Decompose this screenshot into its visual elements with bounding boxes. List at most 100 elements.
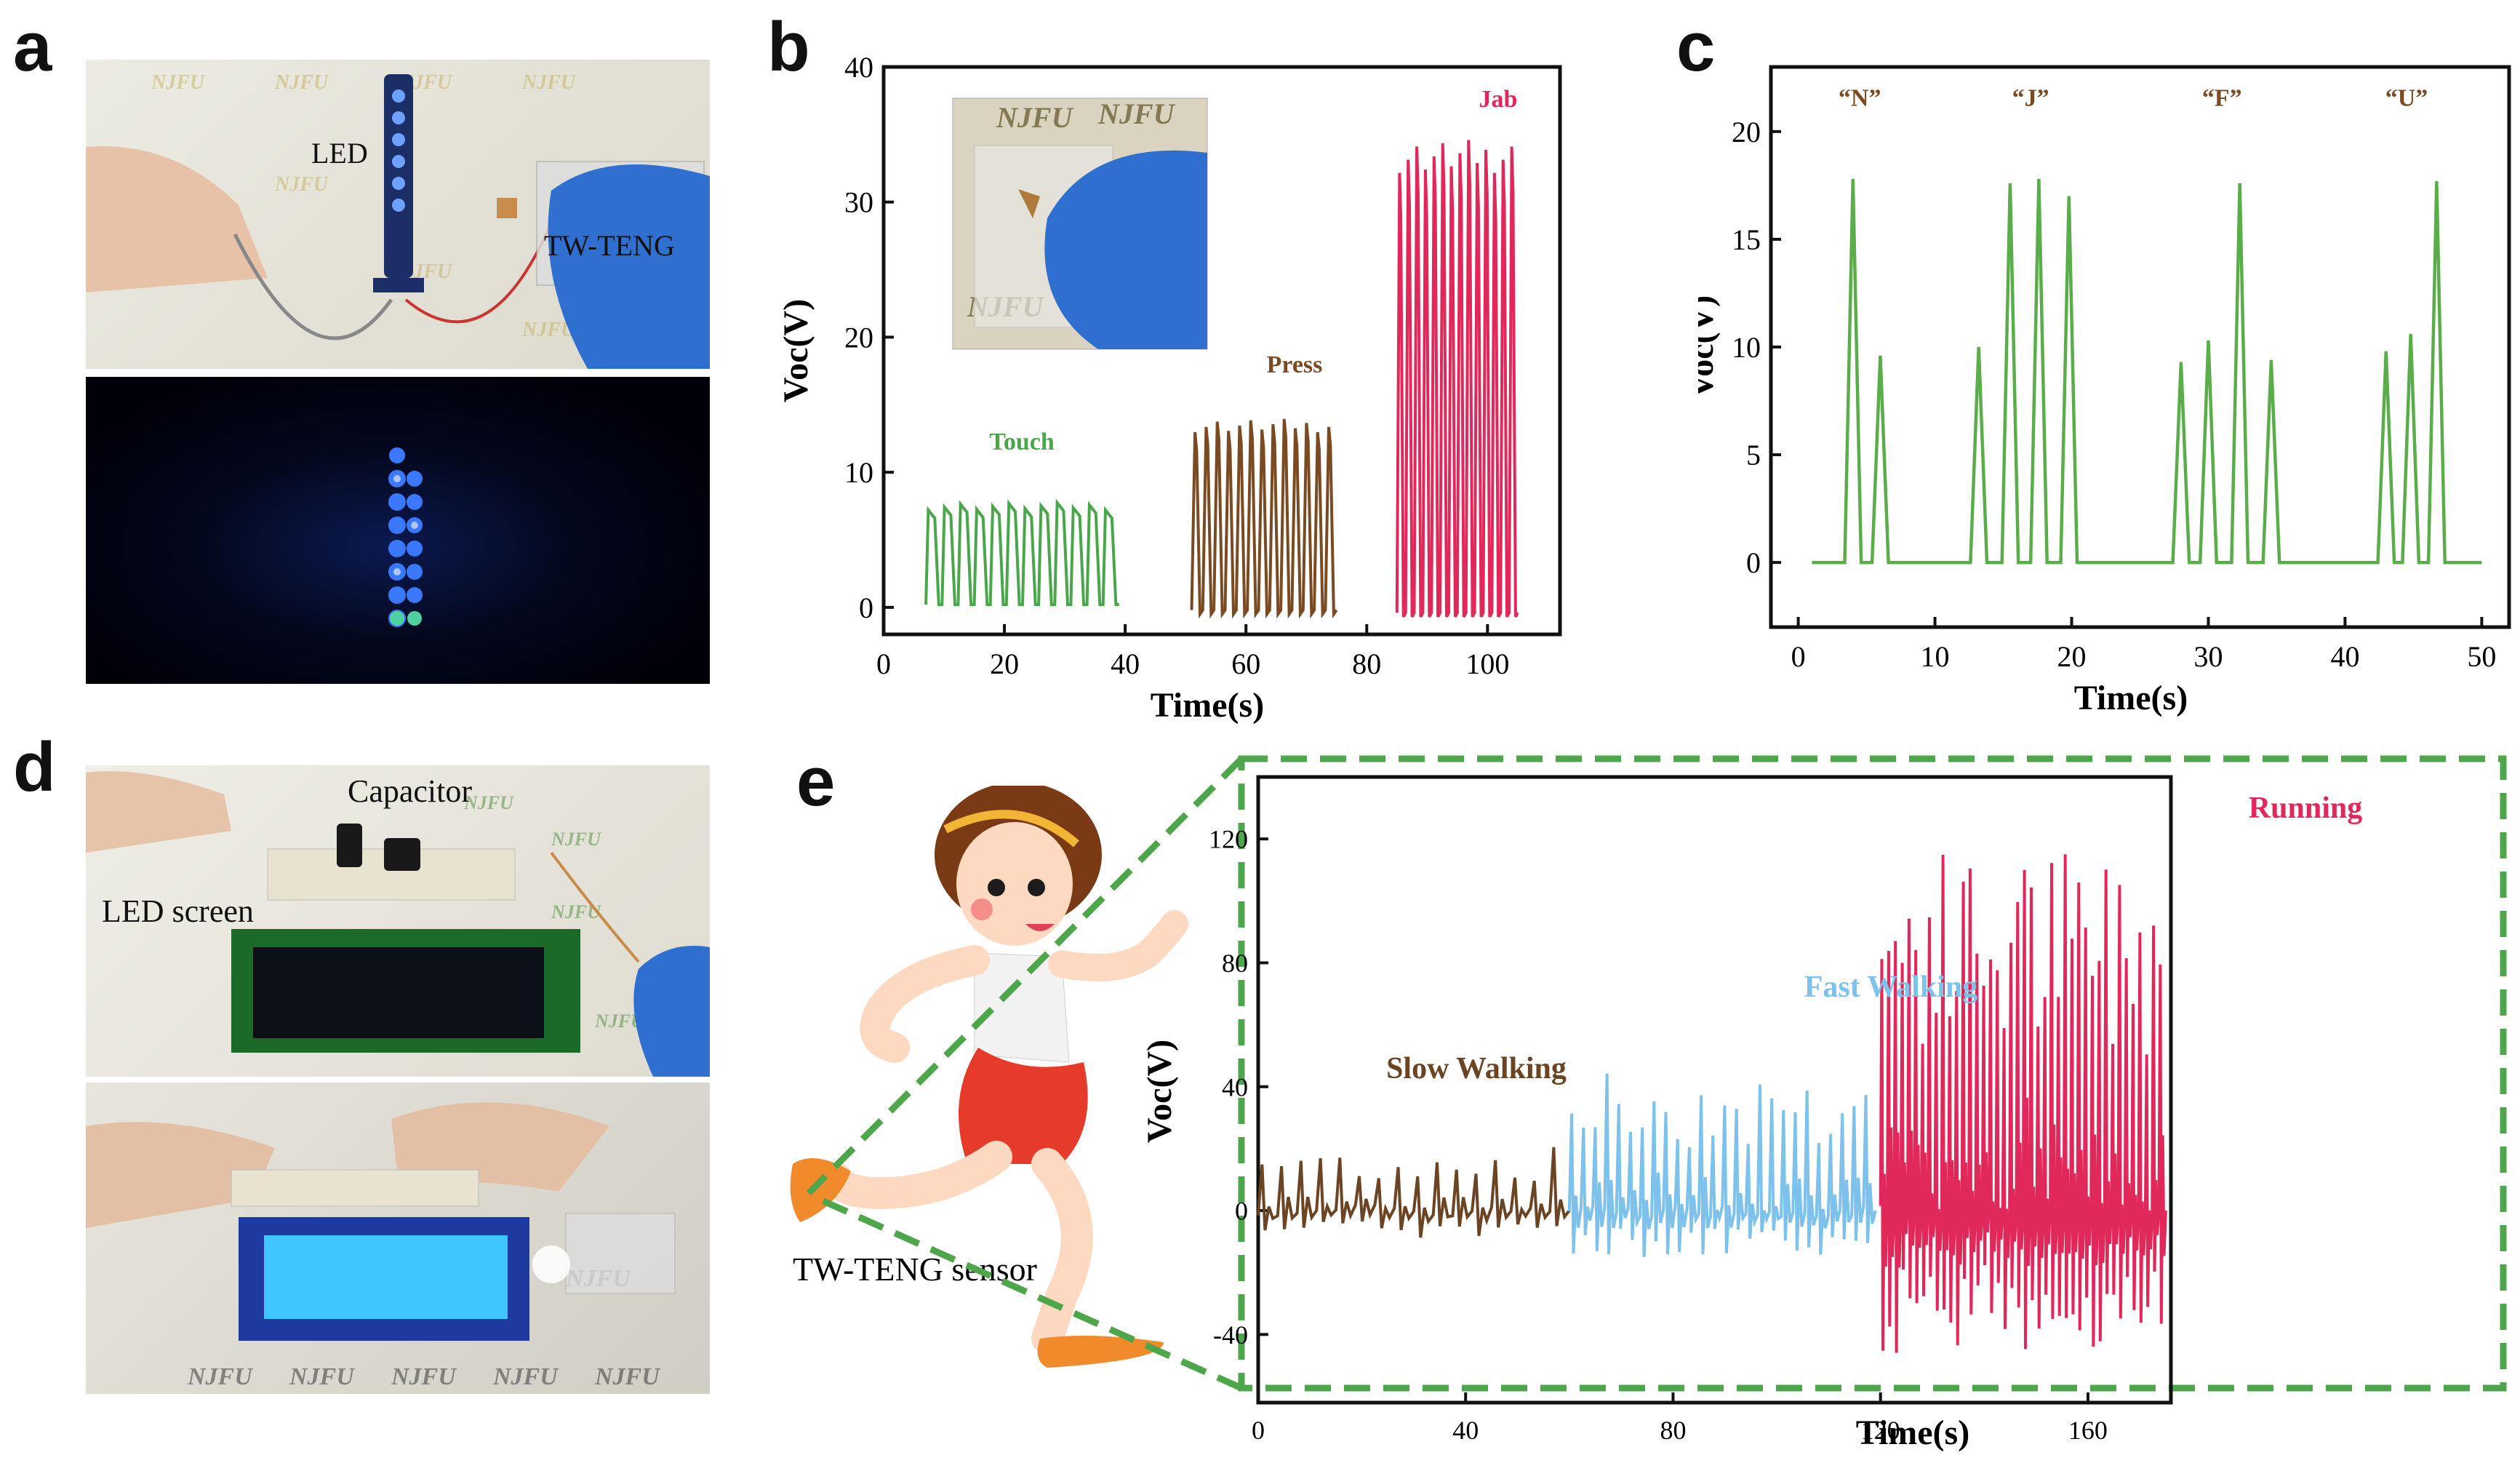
annotation-letter: “N” — [1839, 84, 1881, 111]
chart-e-ytick-label: 40 — [1222, 1072, 1248, 1101]
capacitor — [337, 824, 362, 867]
chart-b-ytick-label: 40 — [844, 51, 873, 84]
watermark: NJFU — [551, 901, 601, 922]
chart-e-frame — [1256, 775, 2173, 1405]
hand-shape — [86, 1122, 275, 1228]
led-strip — [384, 74, 413, 278]
label-slow-walking: Slow Walking — [1386, 1052, 1567, 1085]
chart-b-ytick-label: 0 — [859, 591, 873, 624]
series-line-running — [1879, 854, 2167, 1353]
watermark: NJFU — [151, 71, 206, 94]
chart-c-ytick-label: 0 — [1746, 546, 1761, 579]
wire — [233, 233, 393, 340]
chart-c-ylabel: Voc(V) — [1698, 295, 1721, 399]
lcd-screen-off — [253, 947, 544, 1038]
hand-shape — [86, 146, 268, 292]
hand-shape — [86, 771, 231, 853]
watermark: NJFU — [594, 1363, 661, 1390]
chart-b-frame — [881, 65, 1562, 637]
glove — [548, 164, 710, 369]
chart-c-xtick-label: 40 — [2330, 640, 2359, 673]
series-line-touch — [924, 498, 1119, 607]
sensor-label: TW-TENG sensor — [793, 1251, 1037, 1288]
label-press: Press — [1267, 351, 1323, 378]
capacitor-label: Capacitor — [348, 773, 473, 809]
copper-electrode — [497, 198, 517, 218]
watermark: NJFU — [391, 1363, 457, 1390]
label-running: Running — [2249, 792, 2362, 825]
photo-led-lit — [86, 377, 710, 684]
chart-b: 0 20 40 60 80 100 0 10 20 30 40 Time(s) Voc(V) Tou… — [777, 51, 1562, 725]
panel-letter-a: a — [13, 8, 52, 86]
chart-c-xtick-label: 50 — [2467, 640, 2496, 673]
chart-c-frame — [1769, 65, 2511, 629]
series-line-press — [1190, 418, 1338, 619]
led-label: LED — [311, 137, 368, 170]
chart-e-ytick-label: -40 — [1213, 1320, 1248, 1350]
watermark: NJFU — [274, 173, 329, 196]
photo-lcd-circuit: NJFU NJFU NJFU NJFU NJFU Capacitor LED s… — [86, 765, 710, 1077]
chart-b-xtick-label: 0 — [876, 647, 891, 680]
chart-e-xtick-label: 80 — [1660, 1416, 1686, 1445]
chart-c-xtick-label: 30 — [2193, 640, 2223, 673]
chart-c: 0 10 20 30 40 50 0 5 10 15 20 “N” “J” “F” “U” Time(s)… — [1698, 65, 2511, 717]
chart-c-xtick-label: 10 — [1921, 640, 1950, 673]
chart-c-ytick-label: 10 — [1732, 331, 1761, 364]
chart-b-ytick-label: 20 — [844, 321, 873, 354]
watermark: NJFU — [996, 101, 1074, 134]
series-line-jab — [1395, 140, 1519, 618]
watermark: NJFU — [187, 1363, 254, 1390]
photo-lcd-circuit-art: NJFU NJFU NJFU NJFU NJFU — [86, 771, 710, 1077]
chart-b-xtick-label: 20 — [990, 647, 1019, 680]
chart-b-xlabel: Time(s) — [1151, 686, 1264, 725]
photo-led-circuit: NJFU NJFU NJFU NJFU NJFU NJFU NJFU LED T… — [86, 60, 710, 369]
chart-c-ytick-label: 5 — [1746, 439, 1761, 471]
inset-photo-press: NJFU NJFU NJFU — [952, 97, 1208, 350]
chart-b-xtick-label: 40 — [1111, 647, 1140, 680]
annotation-letter: “J” — [2012, 84, 2049, 111]
chart-e-xlabel: Time(s) — [1856, 1414, 1969, 1452]
watermark: NJFU — [1097, 97, 1176, 130]
photo-lcd-lit: NJFU NJFU NJFU NJFU NJFU NJFU — [86, 1083, 710, 1394]
series-line-voc — [1812, 178, 2482, 565]
photo-lcd-lit-art: NJFU NJFU NJFU NJFU NJFU NJFU — [86, 1102, 676, 1390]
chart-e-ytick-label: 80 — [1222, 949, 1248, 978]
chart-c-ytick-label: 15 — [1732, 223, 1761, 256]
chart-e-xtick-label: 120 — [1861, 1416, 1900, 1445]
teng-label: TW-TENG — [544, 229, 675, 262]
led-screen-label: LED screen — [102, 893, 254, 929]
chart-e-ylabel: Voc(V) — [1140, 1040, 1179, 1143]
annotation-letter: “F” — [2202, 84, 2242, 111]
glove — [633, 946, 710, 1077]
chart-e: 0 40 80 120 160 -40 0 40 80 120 Time(s) Voc(V) Sl… — [1140, 775, 2362, 1452]
chart-b-ylabel: Voc(V) — [777, 299, 815, 402]
chart-c-xlabel: Time(s) — [2074, 679, 2188, 717]
chart-b-xtick-label: 80 — [1352, 647, 1381, 680]
watermark: NJFU — [492, 1363, 559, 1390]
photo-led-circuit-art: NJFU NJFU NJFU NJFU NJFU NJFU NJFU — [86, 71, 710, 369]
shorts — [959, 1048, 1088, 1164]
watermark: NJFU — [463, 792, 514, 813]
series-line-fast-walking — [1567, 1073, 1877, 1257]
watermark: NJFU — [289, 1363, 356, 1390]
lcd-screen-on — [264, 1235, 508, 1319]
chart-e-ytick-label: 0 — [1235, 1197, 1248, 1226]
chart-b-xtick-label: 60 — [1231, 647, 1260, 680]
chart-c-xtick-label: 20 — [2057, 640, 2087, 673]
chart-e-xtick-label: 40 — [1452, 1416, 1479, 1445]
series-line-slow-walking — [1257, 1147, 1571, 1238]
panel-letter-c: c — [1676, 8, 1716, 86]
watermark: NJFU — [551, 829, 601, 850]
photo-led-lit-art — [388, 447, 423, 627]
watermark: NJFU — [521, 71, 577, 94]
face — [956, 822, 1073, 946]
label-jab: Jab — [1479, 86, 1518, 113]
chart-c-ytick-label: 20 — [1732, 116, 1761, 148]
label-fast-walking: Fast Walking — [1804, 970, 1977, 1004]
chart-c-xtick-label: 0 — [1791, 640, 1806, 673]
chart-e-xtick-label: 160 — [2068, 1416, 2108, 1445]
label-touch: Touch — [989, 428, 1055, 455]
chart-b-xtick-label: 100 — [1465, 647, 1509, 680]
panel-letter-d: d — [13, 728, 56, 806]
watermark: NJFU — [274, 71, 329, 94]
